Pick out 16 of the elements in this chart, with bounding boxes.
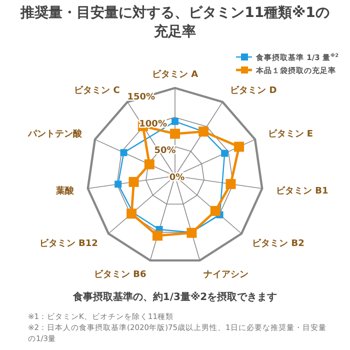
spoke-label: ビタミン B12 (39, 238, 98, 249)
spoke-label: ナイアシン (204, 270, 249, 280)
spoke-label: ビタミン A (152, 69, 198, 80)
spoke-label: パントテン酸 (27, 128, 84, 140)
spoke-label: ビタミン D (230, 85, 277, 96)
chart-title: 推奨量・目安量に対する、ビタミン11種類※1の充足率 (20, 4, 330, 42)
spoke-label: ビタミン B1 (276, 186, 328, 197)
y-tick-label: 150% (127, 92, 156, 103)
y-tick-label: 0% (169, 173, 185, 183)
text: 食事摂取基準の、約1/3量※2を摂取できます (72, 290, 278, 304)
spoke-label: ビタミン E (268, 128, 314, 140)
spoke-label: ビタミン C (74, 85, 120, 96)
spoke-label: ビタミン B2 (252, 238, 304, 249)
spoke-label: 葉酸 (55, 186, 76, 197)
y-tick-label: 50% (154, 146, 176, 156)
spoke-label: ビタミン B6 (94, 268, 146, 280)
